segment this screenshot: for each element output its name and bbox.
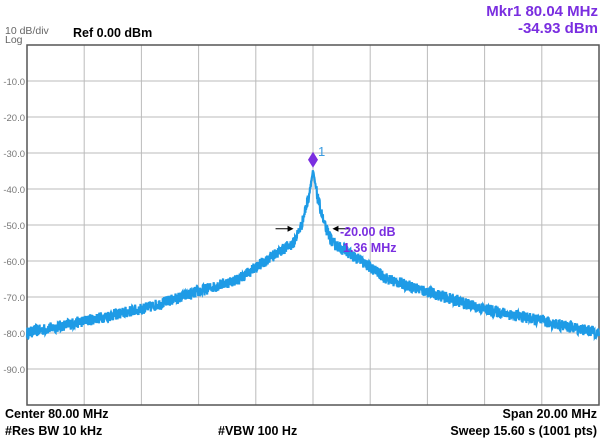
- y-tick-label: -30.0: [3, 149, 25, 160]
- log-label: Log: [5, 34, 23, 46]
- y-tick-label: -60.0: [3, 257, 25, 268]
- bw-width: 1.36 MHz: [343, 241, 397, 255]
- y-tick-label: -70.0: [3, 293, 25, 304]
- span: Span 20.00 MHz: [502, 407, 597, 421]
- y-tick-label: -90.0: [3, 365, 25, 376]
- y-tick-label: -40.0: [3, 185, 25, 196]
- vbw: #VBW 100 Hz: [218, 424, 298, 438]
- y-tick-label: -10.0: [3, 77, 25, 88]
- arrow-right-icon: [287, 225, 294, 232]
- res-bw: #Res BW 10 kHz: [5, 424, 103, 438]
- y-tick-label: -80.0: [3, 329, 25, 340]
- sweep: Sweep 15.60 s (1001 pts): [450, 424, 597, 438]
- y-tick-label: -50.0: [3, 221, 25, 232]
- marker-diamond-icon: [308, 151, 318, 168]
- marker-number: 1: [318, 144, 326, 159]
- center-frequency: Center 80.00 MHz: [5, 407, 109, 421]
- ref-level: Ref 0.00 dBm: [73, 26, 153, 40]
- plot-frame: [26, 44, 600, 406]
- marker-level: -34.93 dBm: [517, 20, 598, 37]
- y-tick-label: -20.0: [3, 113, 25, 124]
- spectrum-trace: [25, 170, 600, 342]
- marker-frequency: Mkr1 80.04 MHz: [486, 3, 598, 20]
- arrow-left-icon: [332, 225, 339, 232]
- scale-label: 10 dB/div: [5, 25, 49, 37]
- bw-delta: -20.00 dB: [340, 225, 396, 239]
